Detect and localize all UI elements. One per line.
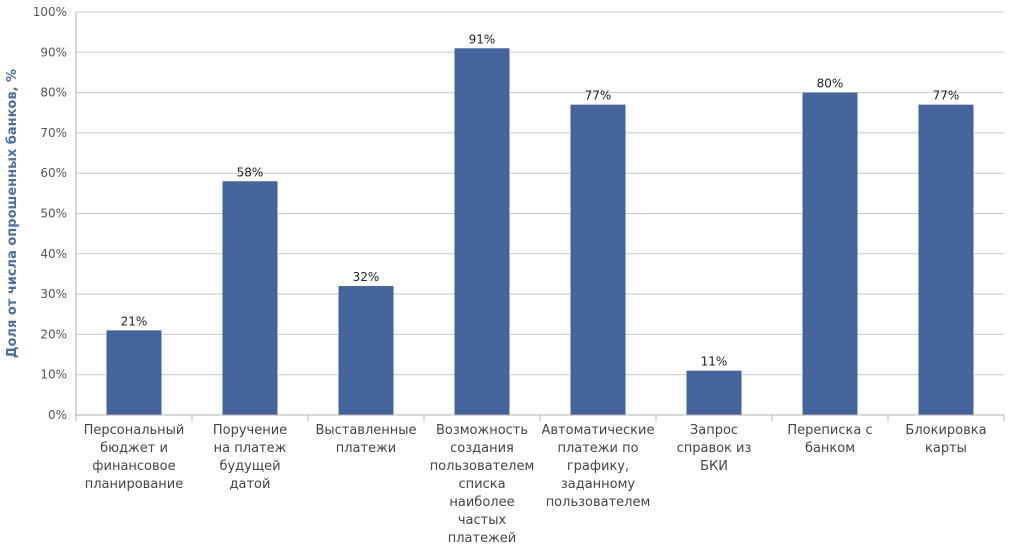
y-axis-title: Доля от числа опрошенных банков, % — [5, 69, 20, 358]
bar — [338, 286, 394, 415]
category-label: Выставленные — [315, 423, 416, 438]
y-tick-label: 20% — [40, 327, 67, 341]
bar — [686, 370, 742, 415]
category-label: графику, — [567, 459, 629, 474]
category-label: Запрос — [690, 423, 738, 438]
category-label: планирование — [85, 477, 184, 492]
category-label: наиболее — [449, 495, 514, 510]
category-label: Автоматические — [541, 423, 654, 438]
data-label: 77% — [585, 89, 612, 103]
category-label: Блокировка — [905, 423, 986, 438]
data-label: 80% — [817, 77, 844, 91]
category-label: на платеж — [214, 441, 287, 456]
y-tick-label: 40% — [40, 247, 67, 261]
bar — [918, 104, 974, 415]
category-label: списка — [458, 477, 505, 492]
data-label: 58% — [237, 165, 264, 179]
bar — [454, 48, 510, 416]
category-label: Поручение — [213, 423, 287, 438]
y-tick-label: 70% — [40, 126, 67, 140]
y-tick-label: 100% — [33, 5, 67, 19]
data-label: 32% — [353, 270, 380, 284]
category-label: пользователем — [546, 495, 651, 510]
category-label: банком — [805, 441, 855, 456]
y-tick-label: 90% — [40, 45, 67, 59]
bar — [106, 330, 162, 415]
category-label: БКИ — [700, 459, 728, 474]
data-label: 21% — [121, 314, 148, 328]
category-label: платежи — [336, 441, 397, 456]
data-label: 77% — [933, 89, 960, 103]
category-label: бюджет и — [100, 441, 168, 456]
category-label: заданному — [561, 477, 636, 492]
category-label: Возможность — [436, 423, 528, 438]
y-tick-label: 30% — [40, 287, 67, 301]
category-label: Персональный — [84, 423, 185, 438]
bar — [802, 92, 858, 415]
y-tick-label: 10% — [40, 368, 67, 382]
category-label: карты — [925, 441, 967, 456]
y-tick-label: 0% — [48, 408, 67, 422]
y-tick-label: 80% — [40, 86, 67, 100]
category-label: справок из — [677, 441, 752, 456]
category-label: платежи по — [557, 441, 638, 456]
category-label: будущей — [219, 459, 280, 474]
category-label: платежей — [448, 531, 517, 546]
data-label: 11% — [701, 355, 728, 369]
category-label: создания — [450, 441, 514, 456]
category-label: частых — [458, 513, 507, 528]
y-tick-label: 50% — [40, 207, 67, 221]
category-label: Переписка с — [787, 423, 872, 438]
y-tick-label: 60% — [40, 166, 67, 180]
category-label: финансовое — [92, 459, 175, 474]
category-label: пользователем — [430, 459, 535, 474]
bar — [570, 104, 626, 415]
bar — [222, 181, 278, 415]
data-label: 91% — [469, 32, 496, 46]
category-label: датой — [230, 477, 271, 492]
